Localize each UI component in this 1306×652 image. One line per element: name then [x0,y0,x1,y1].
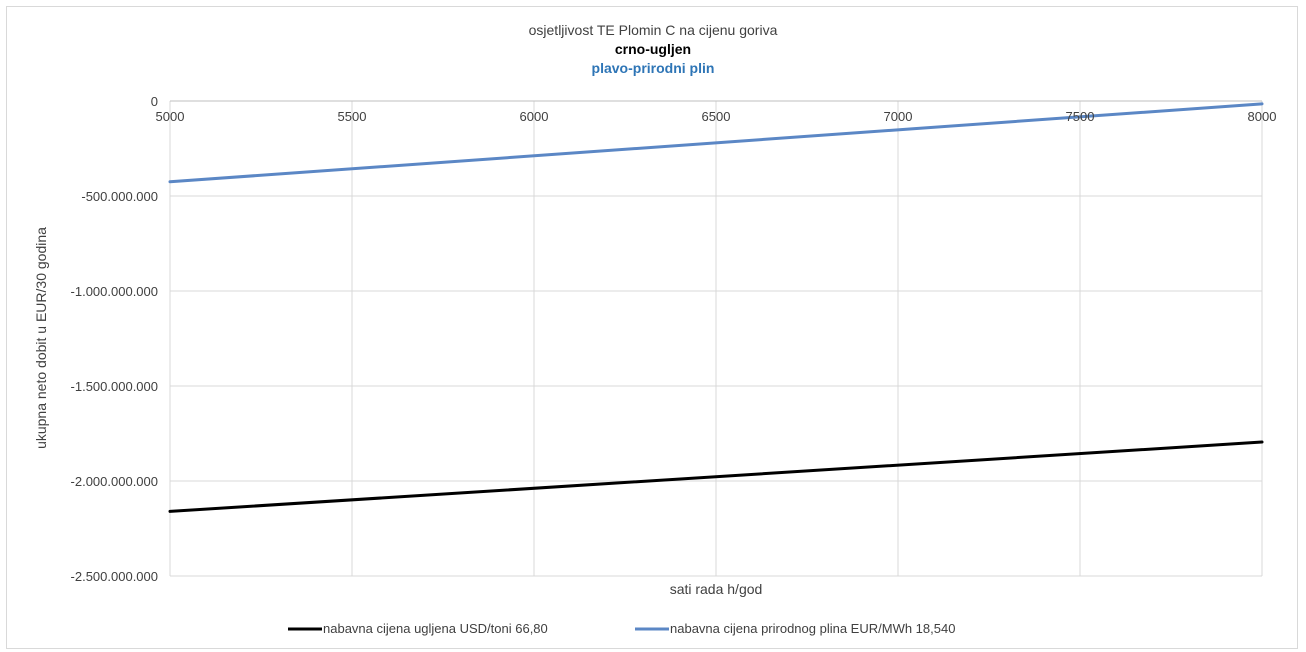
grid-layer [169,100,1263,577]
y-tick-label: -2.000.000.000 [71,474,158,489]
series-line-1 [168,102,1264,184]
y-axis-title: ukupna neto dobit u EUR/30 godina [33,227,49,449]
y-tick-label: -500.000.000 [81,189,158,204]
y-tick-label: -1.500.000.000 [71,379,158,394]
x-axis-title: sati rada h/god [670,581,763,597]
x-tick-label: 8000 [1248,109,1277,124]
x-tick-label: 5000 [156,109,185,124]
legend-label-1: nabavna cijena prirodnog plina EUR/MWh 1… [670,621,955,636]
legend-label-0: nabavna cijena ugljena USD/toni 66,80 [323,621,548,636]
series-layer [168,102,1264,513]
x-tick-label: 6500 [702,109,731,124]
y-tick-label: 0 [151,94,158,109]
legend: nabavna cijena ugljena USD/toni 66,80 nab… [288,621,955,636]
chart-frame [6,6,1298,649]
chart-title: osjetljivost TE Plomin C na cijenu goriv… [529,22,778,38]
tick-layer: 0 -500.000.000 -1.000.000.000 -1.500.000.00… [71,94,1277,584]
series-line-0 [168,440,1264,513]
y-tick-label: -2.500.000.000 [71,569,158,584]
chart-subtitle-gas: plavo-prirodni plin [592,60,715,76]
x-tick-label: 5500 [338,109,367,124]
y-tick-label: -1.000.000.000 [71,284,158,299]
x-tick-label: 7500 [1066,109,1095,124]
x-tick-label: 7000 [884,109,913,124]
x-tick-label: 6000 [520,109,549,124]
chart-subtitle-coal: crno-ugljen [615,41,691,57]
